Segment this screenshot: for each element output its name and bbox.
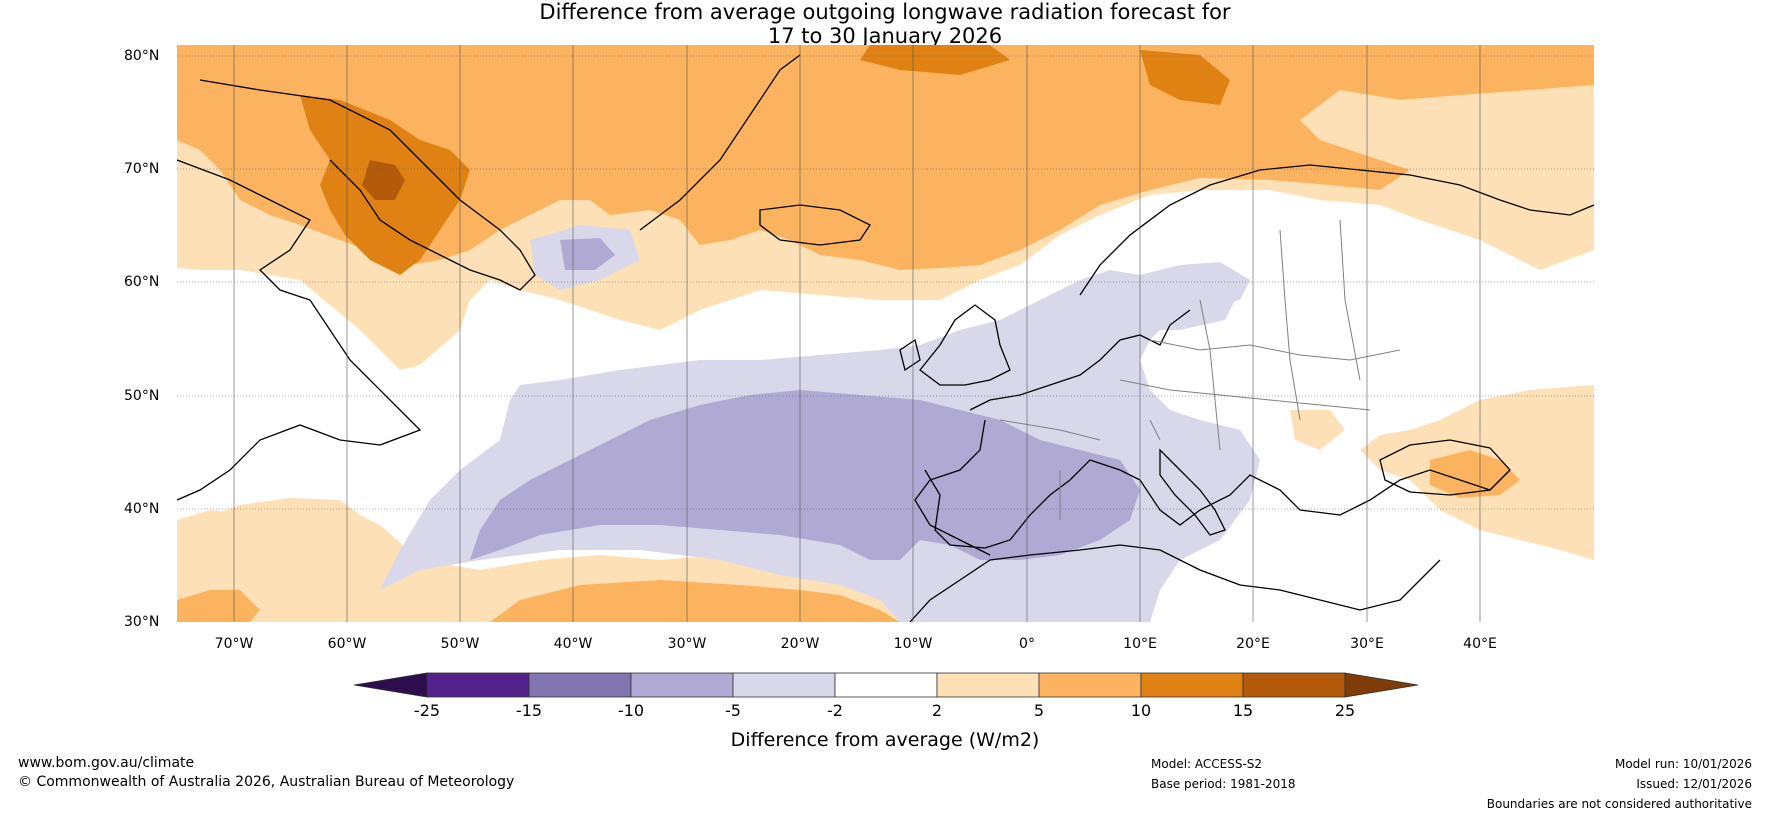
lon-label-0: 0° — [1019, 636, 1035, 652]
cbar-tick-5: 5 — [1033, 701, 1045, 720]
footer-website: www.bom.gov.au/climate — [18, 755, 195, 771]
coast-canada — [177, 159, 422, 501]
cbar-tick-neg25: -25 — [413, 701, 441, 720]
cbar-bin-4 — [732, 672, 836, 698]
region-light-orange-sw — [177, 498, 360, 600]
title-line-1: Difference from average outgoing longwav… — [539, 0, 1231, 24]
cbar-tick-neg2: -2 — [827, 701, 843, 720]
cbar-bin-3 — [630, 672, 734, 698]
lat-label-60n: 60°N — [124, 274, 160, 290]
region-mid-purple-labrador — [560, 238, 615, 270]
cbar-bin-5 — [834, 672, 938, 698]
region-mid-orange-turkey — [1430, 450, 1520, 498]
coast-iberia-med — [924, 459, 1511, 549]
footer-issued: Issued: 12/01/2026 — [1636, 777, 1752, 791]
cbar-tick-15: 15 — [1232, 701, 1254, 720]
lat-label-70n: 70°N — [124, 161, 160, 177]
coast-italy — [1159, 448, 1226, 536]
coastlines — [177, 54, 1594, 622]
cbar-bin-9 — [1242, 672, 1346, 698]
footer-base-period: Base period: 1981-2018 — [1151, 777, 1296, 791]
footer-model-run: Model run: 10/01/2026 — [1614, 757, 1752, 771]
cbar-bin-6 — [936, 672, 1040, 698]
country-borders — [999, 219, 1401, 520]
region-mid-orange-south — [490, 580, 900, 622]
coast-iceland — [759, 204, 871, 246]
cbar-bin-1 — [426, 672, 530, 698]
region-dark-orange-svalbard — [1140, 50, 1230, 105]
lat-label-50n: 50°N — [124, 388, 160, 404]
region-darkest-orange-greenland — [362, 160, 405, 200]
cbar-tick-neg15: -15 — [515, 701, 543, 720]
region-mid-purple-atlantic — [470, 390, 1140, 560]
footer-copyright: © Commonwealth of Australia 2026, Austra… — [18, 774, 515, 790]
cbar-tick-neg5: -5 — [725, 701, 741, 720]
cbar-bin-2 — [528, 672, 632, 698]
map-field — [177, 45, 1594, 622]
footer-disclaimer: Boundaries are not considered authoritat… — [1486, 797, 1752, 811]
lon-gridlines — [233, 45, 1481, 622]
lon-label-40e: 40°E — [1463, 636, 1497, 652]
lon-label-30w: 30°W — [667, 636, 707, 652]
coast-greenland — [199, 54, 801, 291]
lat-label-80n: 80°N — [124, 48, 160, 64]
colorbar-swatches — [353, 672, 1419, 698]
region-light-purple-scandinavia — [1110, 275, 1240, 330]
lon-label-20w: 20°W — [780, 636, 820, 652]
region-mid-orange-sw — [177, 590, 260, 622]
cbar-tick-neg10: -10 — [617, 701, 645, 720]
lon-label-60w: 60°W — [327, 636, 367, 652]
lon-label-70w: 70°W — [214, 636, 254, 652]
chart-title: Difference from average outgoing longwav… — [0, 0, 1770, 48]
cbar-tick-25: 25 — [1334, 701, 1356, 720]
region-dark-orange-arctic — [860, 45, 1010, 75]
region-mid-orange-north — [177, 45, 1594, 270]
lon-label-40w: 40°W — [553, 636, 593, 652]
lat-label-40n: 40°N — [124, 501, 160, 517]
lon-label-10e: 10°E — [1123, 636, 1157, 652]
lon-label-20e: 20°E — [1236, 636, 1270, 652]
coast-norway — [1079, 164, 1594, 296]
gridlines — [177, 45, 1594, 622]
lon-label-10w: 10°W — [893, 636, 933, 652]
cbar-bin-7 — [1038, 672, 1142, 698]
lat-gridlines — [177, 55, 1594, 510]
cbar-extend-high — [1344, 672, 1419, 698]
lat-label-30n: 30°N — [124, 614, 160, 630]
cbar-tick-2: 2 — [931, 701, 943, 720]
title-line-2: 17 to 30 January 2026 — [767, 24, 1003, 48]
footer-model: Model: ACCESS-S2 — [1151, 757, 1263, 771]
borders-europe — [999, 219, 1401, 520]
cbar-tick-10: 10 — [1130, 701, 1152, 720]
coast-western-europe — [914, 309, 1191, 556]
cbar-bin-8 — [1140, 672, 1244, 698]
coast-north-africa — [909, 544, 1441, 622]
coast-black-sea — [1379, 439, 1511, 496]
cbar-extend-low — [353, 672, 428, 698]
region-light-orange-balkans — [1290, 410, 1345, 450]
lon-label-30e: 30°E — [1350, 636, 1384, 652]
coast-uk-ireland — [899, 304, 1011, 386]
lon-label-50w: 50°W — [440, 636, 480, 652]
colorbar-title: Difference from average (W/m2) — [730, 729, 1040, 751]
